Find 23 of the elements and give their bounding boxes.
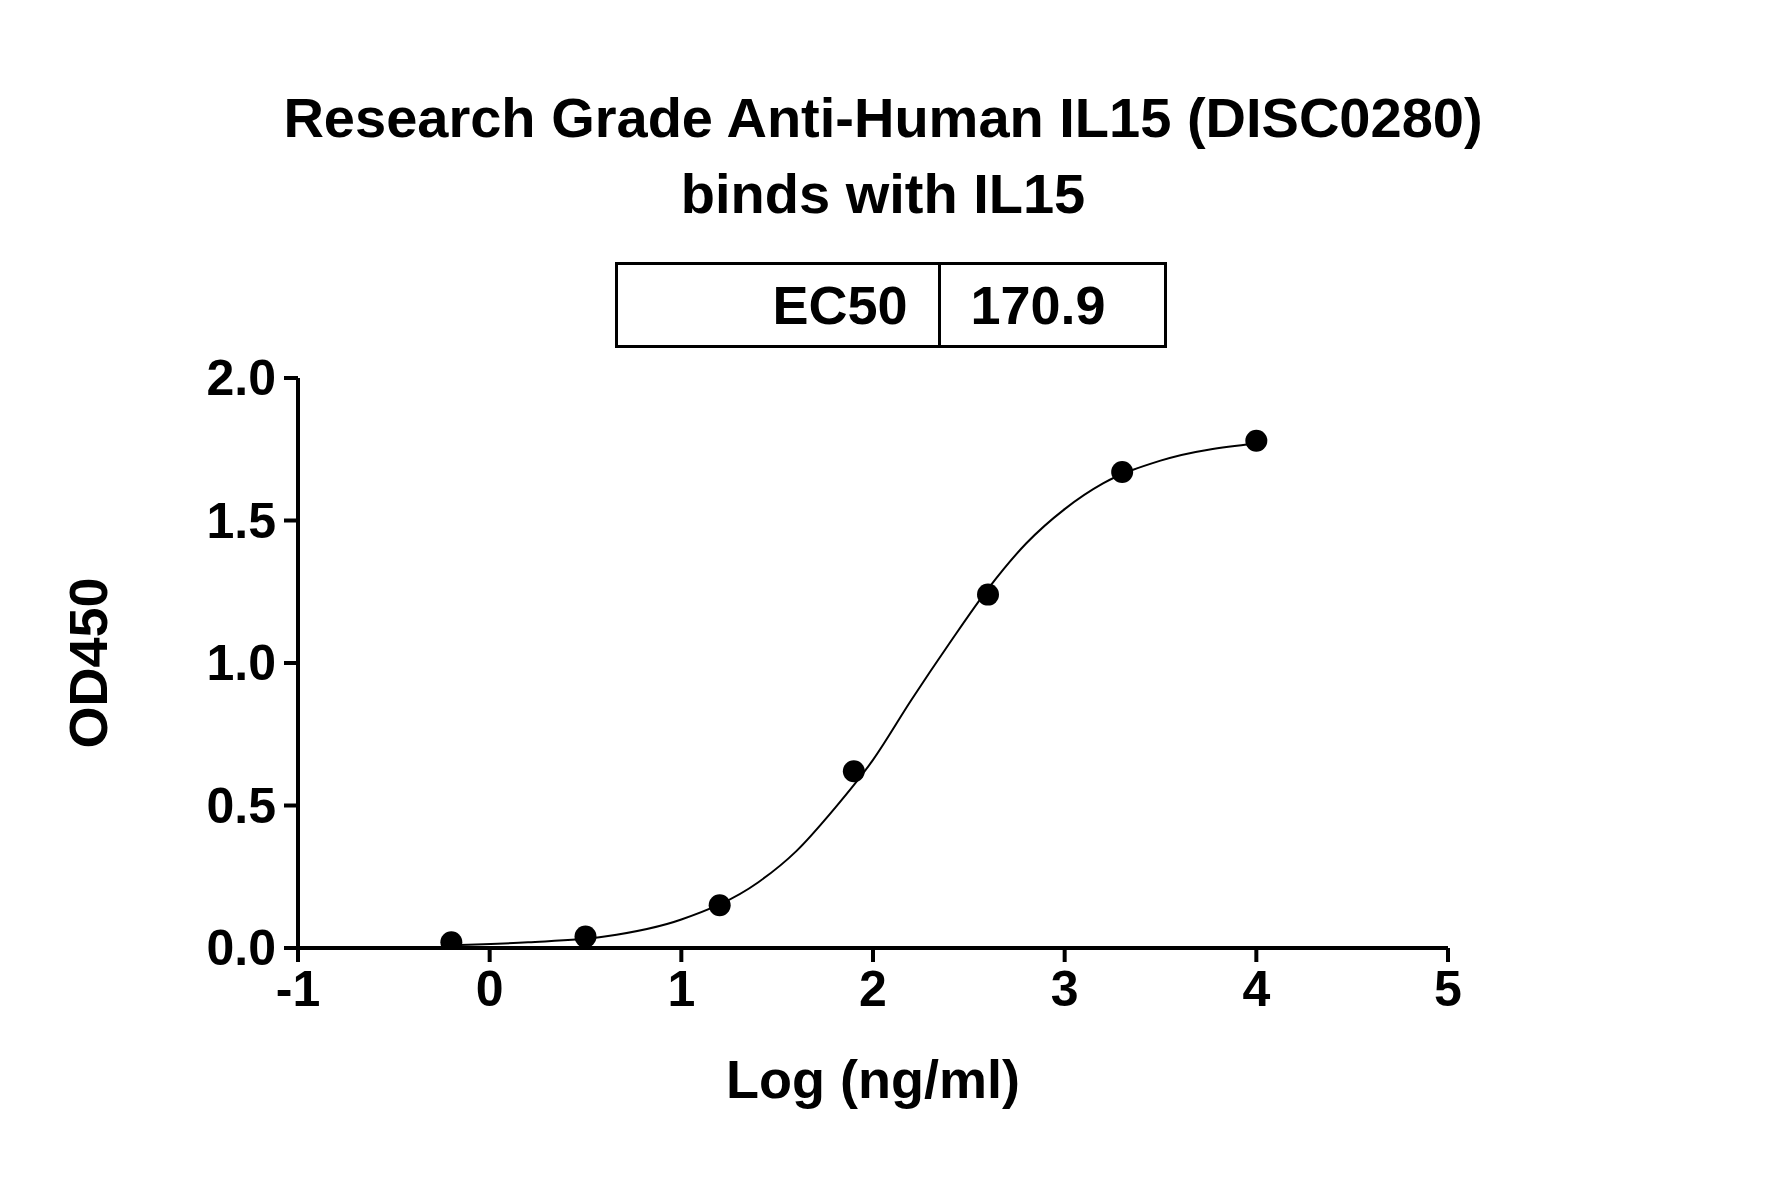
x-tick-label: 0 — [475, 961, 504, 1017]
text: 170.9 — [937, 265, 1164, 345]
x-tick-label: -1 — [275, 961, 321, 1017]
point — [842, 760, 865, 783]
point — [574, 925, 597, 948]
y-tick-label: 0.5 — [206, 777, 276, 834]
text: EC50 — [771, 274, 909, 337]
x-tick-label: 5 — [1434, 961, 1462, 1017]
x-tick-label: 1 — [667, 961, 696, 1017]
chart-title: Research Grade Anti-Human IL15 (DISC0280) binds with IL15 — [282, 85, 1484, 227]
y-tick-label: 0.0 — [206, 920, 276, 976]
point — [977, 583, 999, 606]
y-tick-label: 1.5 — [206, 492, 276, 549]
x-tick-label: 3 — [1050, 961, 1079, 1017]
x-axis-title: Log (ng/ml) — [726, 1049, 1020, 1109]
x-tick-label: 2 — [859, 961, 887, 1017]
point — [1245, 429, 1268, 452]
x-tick-label: 4 — [1242, 961, 1271, 1017]
point — [708, 894, 731, 917]
y-tick-label: 1.0 — [206, 635, 276, 691]
point — [1111, 461, 1134, 484]
y-axis-title: OD450 — [58, 577, 119, 749]
y-tick-label: 2.0 — [206, 350, 276, 406]
